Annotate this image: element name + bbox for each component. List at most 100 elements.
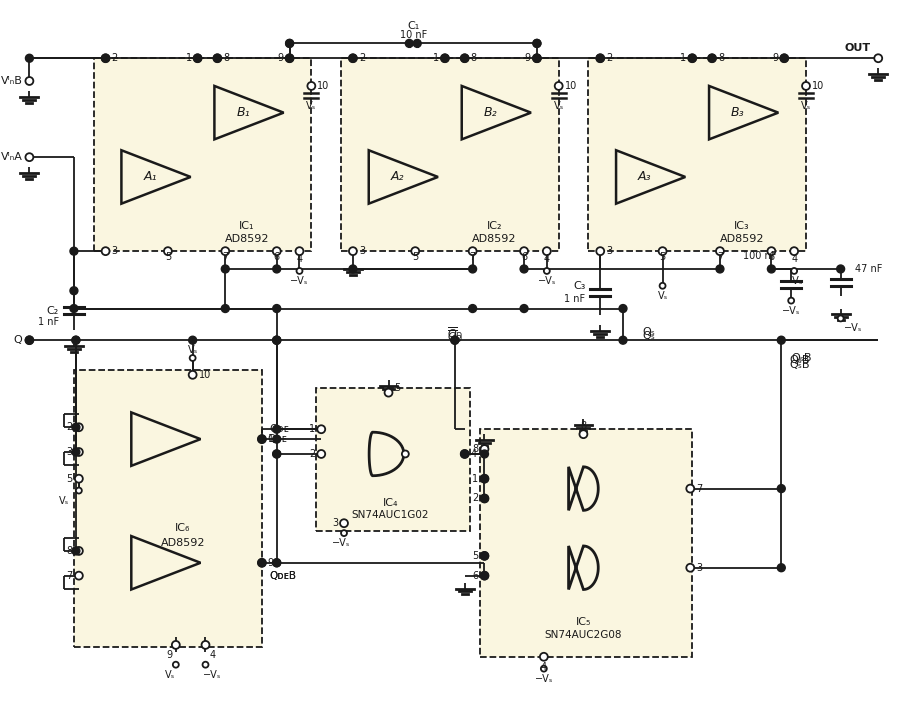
Circle shape xyxy=(837,265,844,273)
Text: AD8592: AD8592 xyxy=(719,234,764,244)
Polygon shape xyxy=(122,150,191,203)
Bar xyxy=(480,429,692,657)
Bar xyxy=(316,387,470,531)
Circle shape xyxy=(533,54,541,62)
Circle shape xyxy=(213,54,221,62)
Text: 7: 7 xyxy=(470,252,476,262)
Polygon shape xyxy=(462,86,531,140)
Text: 4: 4 xyxy=(544,254,550,264)
Circle shape xyxy=(70,247,78,255)
Text: Vₛ: Vₛ xyxy=(165,669,175,679)
Text: IC₁: IC₁ xyxy=(239,221,255,231)
Circle shape xyxy=(75,423,83,431)
Circle shape xyxy=(660,283,665,289)
Circle shape xyxy=(687,485,694,493)
Circle shape xyxy=(258,558,265,567)
Circle shape xyxy=(285,54,293,62)
Text: −Vₛ: −Vₛ xyxy=(535,674,553,684)
Text: 1: 1 xyxy=(472,474,479,484)
Text: SN74AUC1G02: SN74AUC1G02 xyxy=(352,511,429,521)
Text: 3: 3 xyxy=(67,447,73,457)
Text: 3: 3 xyxy=(359,246,365,256)
Circle shape xyxy=(688,54,697,62)
Text: 1 nF: 1 nF xyxy=(38,317,59,327)
Text: 2: 2 xyxy=(472,493,479,503)
Circle shape xyxy=(708,54,716,62)
Circle shape xyxy=(285,39,293,47)
Circle shape xyxy=(273,425,281,433)
Circle shape xyxy=(172,641,180,649)
Circle shape xyxy=(481,450,489,458)
Polygon shape xyxy=(131,412,201,466)
Circle shape xyxy=(768,265,775,273)
Text: 4: 4 xyxy=(541,662,547,672)
Circle shape xyxy=(874,54,882,62)
Text: 9: 9 xyxy=(277,53,284,63)
Text: IC₆: IC₆ xyxy=(176,523,191,533)
Text: 5: 5 xyxy=(165,252,171,262)
Circle shape xyxy=(533,39,541,47)
Circle shape xyxy=(780,54,788,62)
Bar xyxy=(589,58,806,251)
Text: Qᴅᴇ: Qᴅᴇ xyxy=(270,425,290,434)
Text: Vₛ: Vₛ xyxy=(554,101,563,111)
Text: 8: 8 xyxy=(718,53,724,63)
Text: 47 nF: 47 nF xyxy=(856,264,883,274)
Circle shape xyxy=(258,435,265,443)
Circle shape xyxy=(102,54,110,62)
Circle shape xyxy=(173,662,179,667)
Circle shape xyxy=(533,54,541,62)
Circle shape xyxy=(520,247,528,255)
Text: −Vₛ: −Vₛ xyxy=(332,538,350,548)
Text: 10: 10 xyxy=(812,81,824,91)
Circle shape xyxy=(411,247,419,255)
Text: IC₂: IC₂ xyxy=(487,221,502,231)
Text: A₂: A₂ xyxy=(391,170,404,183)
Circle shape xyxy=(520,304,528,312)
Circle shape xyxy=(520,265,528,273)
Polygon shape xyxy=(709,86,778,140)
Circle shape xyxy=(72,337,80,344)
Bar xyxy=(341,58,559,251)
Circle shape xyxy=(461,450,469,458)
Text: SN74AUC2G08: SN74AUC2G08 xyxy=(544,630,622,640)
Circle shape xyxy=(481,571,489,580)
Circle shape xyxy=(659,247,667,255)
Text: 9: 9 xyxy=(166,650,173,660)
Text: A₁: A₁ xyxy=(143,170,157,183)
Circle shape xyxy=(544,268,550,274)
Circle shape xyxy=(533,39,541,47)
Text: C₁: C₁ xyxy=(407,21,419,31)
Text: Vₛ: Vₛ xyxy=(187,345,198,355)
Text: 10 nF: 10 nF xyxy=(400,31,427,41)
Text: −Vₛ: −Vₛ xyxy=(203,669,221,679)
Text: $\overline{Q}_D$: $\overline{Q}_D$ xyxy=(446,325,463,342)
Circle shape xyxy=(540,653,548,661)
Circle shape xyxy=(481,571,489,580)
Circle shape xyxy=(102,247,110,255)
Text: QᴅᴇB: QᴅᴇB xyxy=(270,571,297,581)
Circle shape xyxy=(481,552,489,560)
Circle shape xyxy=(533,54,541,62)
Text: 3: 3 xyxy=(332,518,338,528)
Text: AD8592: AD8592 xyxy=(472,234,517,244)
Polygon shape xyxy=(569,467,598,511)
Circle shape xyxy=(258,435,265,443)
Circle shape xyxy=(25,337,33,344)
Text: 3: 3 xyxy=(697,563,702,573)
Text: QₛB: QₛB xyxy=(791,353,812,363)
Text: 1: 1 xyxy=(433,53,439,63)
Circle shape xyxy=(202,662,209,667)
Circle shape xyxy=(273,337,281,344)
Circle shape xyxy=(341,530,347,536)
Text: 2: 2 xyxy=(112,53,118,63)
Polygon shape xyxy=(616,150,685,203)
Circle shape xyxy=(413,39,421,47)
Circle shape xyxy=(481,445,489,453)
Text: 1 nF: 1 nF xyxy=(564,294,585,304)
Polygon shape xyxy=(131,536,201,589)
Text: B₃: B₃ xyxy=(731,106,744,119)
Text: 6: 6 xyxy=(274,252,280,262)
Text: C₂: C₂ xyxy=(47,306,59,316)
Text: 4: 4 xyxy=(210,650,215,660)
